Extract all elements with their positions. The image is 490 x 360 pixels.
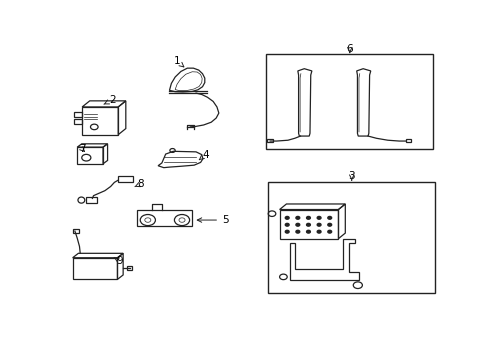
Circle shape xyxy=(296,223,300,226)
Circle shape xyxy=(285,230,289,233)
Text: 8: 8 xyxy=(135,179,145,189)
Text: 4: 4 xyxy=(199,150,209,160)
Circle shape xyxy=(317,216,321,219)
Circle shape xyxy=(317,223,321,226)
Circle shape xyxy=(296,230,300,233)
Circle shape xyxy=(285,216,289,219)
Text: 1: 1 xyxy=(174,56,184,67)
Circle shape xyxy=(307,223,310,226)
Text: 9: 9 xyxy=(114,256,123,266)
Circle shape xyxy=(307,216,310,219)
Circle shape xyxy=(328,216,332,219)
Circle shape xyxy=(285,223,289,226)
Text: 3: 3 xyxy=(348,171,355,181)
Circle shape xyxy=(307,230,310,233)
Circle shape xyxy=(296,216,300,219)
Text: 2: 2 xyxy=(104,95,116,105)
Circle shape xyxy=(328,223,332,226)
Circle shape xyxy=(328,230,332,233)
Text: 5: 5 xyxy=(197,215,229,225)
Text: 6: 6 xyxy=(346,44,353,54)
Text: 7: 7 xyxy=(79,144,85,154)
Circle shape xyxy=(317,230,321,233)
